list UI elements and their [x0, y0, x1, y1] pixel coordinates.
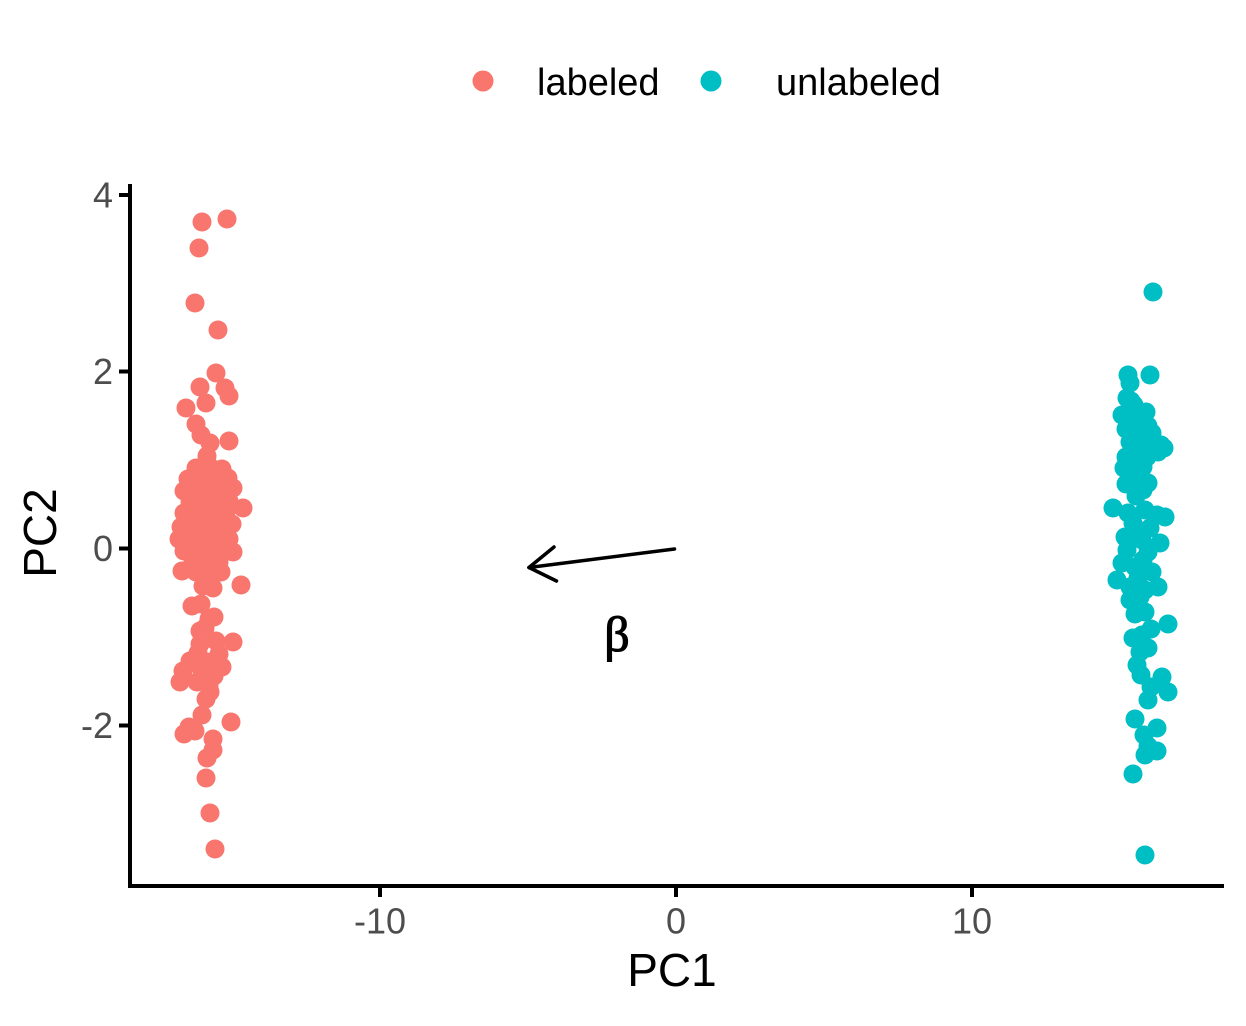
svg-text:PC2: PC2: [14, 488, 66, 577]
svg-text:10: 10: [952, 901, 992, 942]
svg-text:-2: -2: [81, 705, 113, 746]
svg-text:0: 0: [93, 528, 113, 569]
svg-text:labeled: labeled: [537, 62, 660, 104]
svg-text:0: 0: [666, 901, 686, 942]
svg-text:-10: -10: [354, 901, 406, 942]
svg-text:unlabeled: unlabeled: [776, 62, 941, 104]
svg-text:PC1: PC1: [627, 944, 716, 996]
svg-text:4: 4: [93, 175, 113, 216]
svg-text:β: β: [604, 606, 629, 662]
svg-text:2: 2: [93, 351, 113, 392]
